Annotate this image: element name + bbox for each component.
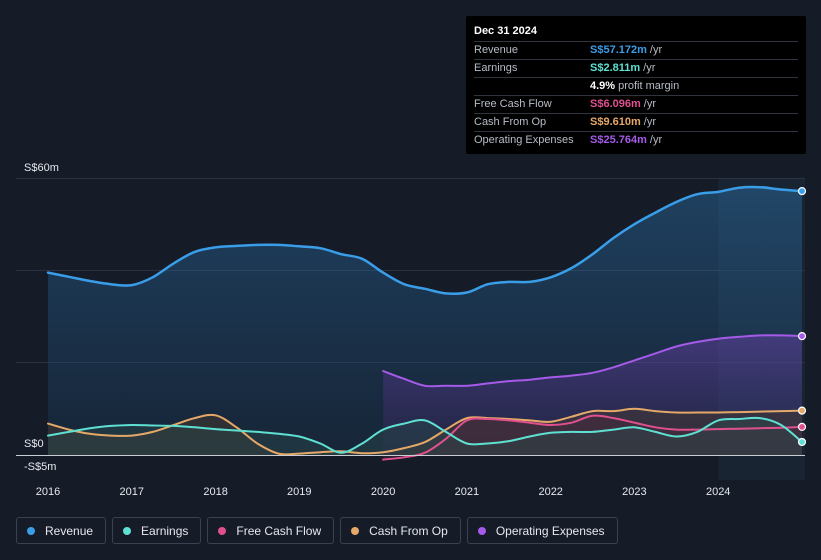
tooltip-row-operating-expenses: Operating Expenses S$25.764m /yr: [474, 132, 798, 149]
legend-label: Free Cash Flow: [236, 523, 322, 538]
x-tick-label: 2023: [622, 486, 646, 498]
legend-item-operating-expenses[interactable]: Operating Expenses: [466, 517, 618, 544]
tooltip-value: S$2.811m: [590, 62, 641, 74]
tooltip-row-profit-margin: 4.9% profit margin: [474, 78, 798, 96]
series-lines: [46, 185, 804, 461]
tooltip-unit: /yr: [649, 134, 663, 146]
tooltip-unit: /yr: [649, 44, 663, 56]
legend-item-free-cash-flow[interactable]: Free Cash Flow: [207, 517, 335, 544]
tooltip-value: 4.9%: [590, 80, 616, 92]
series-areas: [48, 187, 802, 460]
tooltip-unit: /yr: [643, 116, 656, 128]
x-tick-label: 2017: [120, 486, 144, 498]
fcf-line: [382, 414, 803, 461]
opex-area: [383, 335, 802, 455]
tooltip-label: [474, 78, 590, 95]
tooltip-value: S$57.172m: [590, 44, 647, 56]
tooltip-unit: /yr: [643, 98, 656, 110]
fcf-area: [383, 415, 802, 460]
legend-item-earnings[interactable]: Earnings: [112, 517, 202, 544]
y-bottom-label: -S$5m: [24, 461, 56, 473]
legend-dot-icon: [351, 526, 360, 535]
tooltip-value: S$6.096m: [590, 98, 641, 110]
earnings-area: [48, 417, 802, 455]
tooltip-row-free-cash-flow: Free Cash Flow S$6.096m /yr: [474, 96, 798, 114]
x-axis-ticks: 2016 2017 2018 2019 2020 2021 2022 2023 2024: [36, 486, 731, 498]
x-tick-label: 2018: [203, 486, 227, 498]
legend: Revenue Earnings Free Cash Flow Cash Fro…: [16, 517, 618, 544]
earnings-end-dot[interactable]: [797, 437, 807, 447]
tooltip-unit: /yr: [643, 62, 656, 74]
legend-label: Cash From Op: [369, 523, 448, 538]
cfo-area: [48, 408, 802, 455]
legend-dot-icon: [27, 526, 35, 535]
tooltip-date: Dec 31 2024: [474, 24, 798, 42]
opex-end-dot[interactable]: [797, 332, 807, 341]
legend-label: Operating Expenses: [495, 523, 605, 538]
tooltip-row-earnings: Earnings S$2.811m /yr: [474, 60, 798, 78]
revenue-end-dot[interactable]: [797, 187, 807, 196]
revenue-line: [46, 185, 804, 296]
tooltip-row-revenue: Revenue S$57.172m /yr: [474, 42, 798, 60]
tooltip-label: Free Cash Flow: [474, 98, 552, 110]
tooltip-panel: Dec 31 2024 Revenue S$57.172m /yr Earnin…: [466, 16, 806, 154]
tooltip-value: S$9.610m: [590, 116, 641, 128]
x-tick-label: 2016: [36, 486, 60, 498]
earnings-line: [47, 416, 803, 454]
x-tick-label: 2022: [538, 486, 562, 498]
x-tick-label: 2019: [287, 486, 311, 498]
series-end-dots: [797, 187, 807, 447]
legend-dot-icon: [218, 526, 227, 535]
x-tick-label: 2020: [371, 486, 395, 498]
tooltip-unit: profit margin: [618, 80, 680, 92]
tooltip-label: Revenue: [474, 44, 519, 56]
x-tick-label: 2024: [706, 486, 730, 498]
y-top-label: S$60m: [24, 162, 59, 174]
y-zero-label: S$0: [24, 438, 44, 450]
legend-dot-icon: [477, 526, 486, 535]
tooltip-label: Operating Expenses: [474, 134, 574, 146]
x-tick-label: 2021: [455, 486, 479, 498]
legend-label: Revenue: [45, 523, 94, 538]
tooltip-value: S$25.764m: [590, 134, 647, 146]
fcf-end-dot[interactable]: [797, 422, 807, 431]
tooltip-row-cash-from-op: Cash From Op S$9.610m /yr: [474, 114, 798, 132]
legend-label: Earnings: [141, 523, 189, 538]
tooltip-label: Cash From Op: [474, 116, 547, 128]
legend-item-revenue[interactable]: Revenue: [16, 517, 107, 544]
cfo-end-dot[interactable]: [797, 406, 807, 415]
tooltip-label: Earnings: [474, 62, 518, 74]
legend-dot-icon: [123, 526, 132, 535]
legend-item-cash-from-op[interactable]: Cash From Op: [340, 517, 461, 544]
opex-line: [382, 334, 803, 388]
